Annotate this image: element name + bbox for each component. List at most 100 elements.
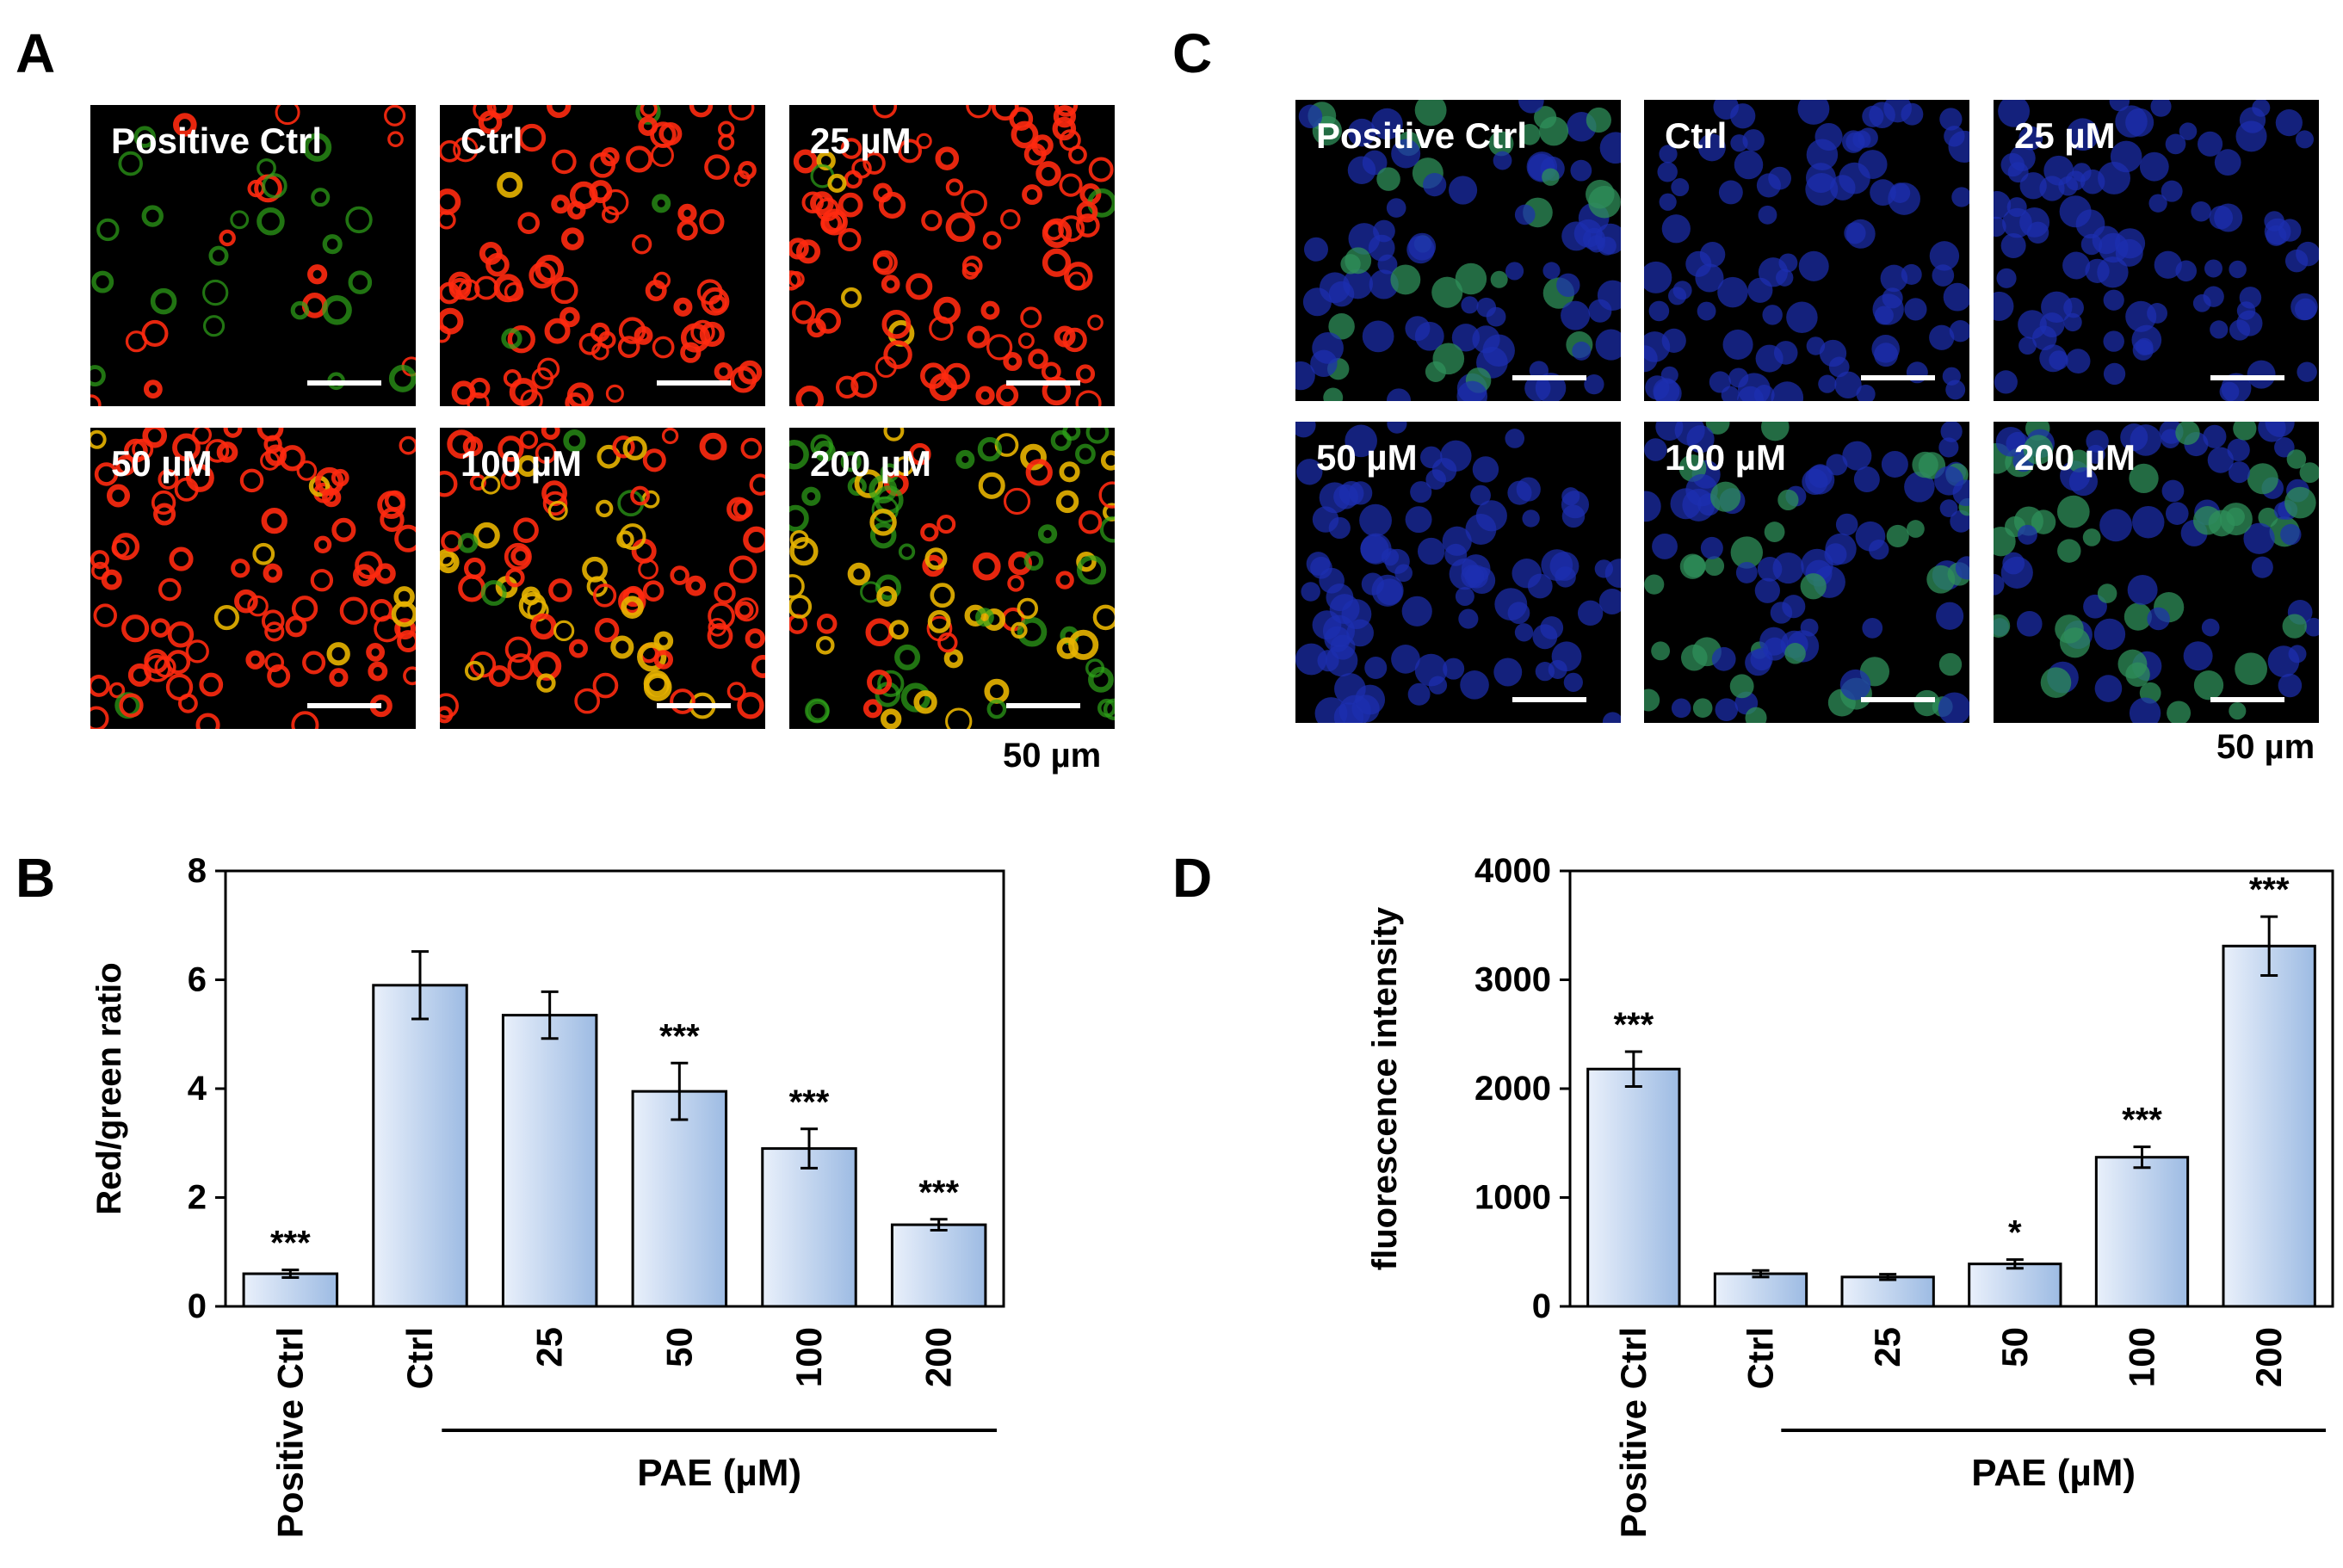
cell <box>513 517 539 543</box>
cell <box>2295 130 2314 149</box>
y-tick-label: 8 <box>188 852 207 890</box>
cell-texture <box>1994 422 2319 723</box>
cell <box>2201 618 2220 637</box>
cell <box>1097 698 1115 718</box>
cell <box>2284 486 2316 519</box>
cell <box>1312 506 1339 533</box>
cell <box>1414 100 1447 127</box>
cell <box>1602 712 1621 723</box>
cell <box>2085 258 2110 284</box>
cell <box>529 262 556 289</box>
cell <box>1423 172 1447 197</box>
cell <box>1386 198 1406 218</box>
cell <box>310 569 334 592</box>
cell <box>1312 610 1342 640</box>
cell <box>1023 551 1044 571</box>
cell <box>505 567 525 588</box>
cell <box>1845 219 1876 249</box>
cell <box>680 342 702 363</box>
cell <box>1078 510 1103 534</box>
cell <box>699 321 725 347</box>
cell <box>1448 176 1478 205</box>
cell <box>2175 422 2200 446</box>
cell <box>1410 481 1432 503</box>
cell <box>440 139 461 163</box>
cell <box>2023 435 2054 465</box>
cell <box>1092 604 1115 631</box>
cell <box>677 219 698 241</box>
cell <box>1995 427 2026 457</box>
cell <box>1945 380 1966 400</box>
cell <box>517 123 547 152</box>
significance-label: *** <box>1613 1006 1654 1044</box>
cell <box>1323 387 1344 401</box>
micrograph-c-50um: 50 µM <box>1295 422 1621 723</box>
cell <box>1685 473 1718 507</box>
cell <box>964 604 986 627</box>
cell <box>2059 627 2091 658</box>
x-tick-label: 25 <box>529 1327 570 1367</box>
cell <box>261 507 287 534</box>
cell <box>551 194 571 214</box>
x-tick-label: 25 <box>1867 1327 1907 1367</box>
cell <box>2062 251 2091 280</box>
cell <box>315 466 344 497</box>
cell <box>1551 641 1582 672</box>
cell <box>592 672 619 699</box>
cell <box>876 585 898 607</box>
cell <box>1050 429 1072 451</box>
cell <box>1075 443 1096 465</box>
cell <box>652 336 675 359</box>
cell <box>1697 301 1716 321</box>
cell <box>792 300 816 324</box>
cell <box>2109 100 2130 112</box>
cell <box>1042 248 1072 277</box>
cell <box>930 583 955 608</box>
cell <box>1907 520 1925 538</box>
cell <box>399 435 416 455</box>
cell <box>838 192 863 218</box>
cell <box>285 615 307 638</box>
cell <box>547 105 572 119</box>
cell <box>199 672 224 697</box>
cell <box>464 557 486 580</box>
cell <box>795 386 824 406</box>
cell <box>172 433 201 462</box>
cell <box>141 319 169 347</box>
cell <box>1099 515 1115 543</box>
cell <box>795 239 821 264</box>
cell <box>1883 100 1912 123</box>
cell <box>90 429 107 449</box>
cell-texture <box>90 428 416 729</box>
cell <box>2161 180 2183 202</box>
cell <box>1465 514 1497 545</box>
cell <box>219 229 236 247</box>
cell <box>2229 702 2247 720</box>
cell <box>1062 327 1087 353</box>
cell <box>813 440 836 462</box>
cell <box>2002 552 2025 575</box>
cell <box>464 660 485 681</box>
cell <box>2017 524 2037 545</box>
cell <box>2274 436 2295 458</box>
cell <box>1059 173 1083 197</box>
cell <box>453 136 479 163</box>
cell <box>714 582 736 604</box>
x-tick-label: 200 <box>2248 1327 2289 1387</box>
y-axis-label: Red/green ratio <box>90 962 128 1214</box>
cell <box>1994 526 2016 557</box>
cell <box>1020 306 1042 329</box>
cell <box>1599 132 1621 164</box>
cell <box>331 517 356 542</box>
micrograph-a-ctrl: Ctrl <box>440 105 765 406</box>
cell <box>119 693 144 718</box>
cell <box>560 227 584 250</box>
cell <box>1786 301 1818 334</box>
cell <box>391 601 416 627</box>
scale-bar <box>1861 697 1935 702</box>
cell <box>307 264 328 285</box>
cell <box>1586 179 1615 209</box>
cell <box>1343 269 1374 299</box>
cell <box>1586 107 1611 133</box>
